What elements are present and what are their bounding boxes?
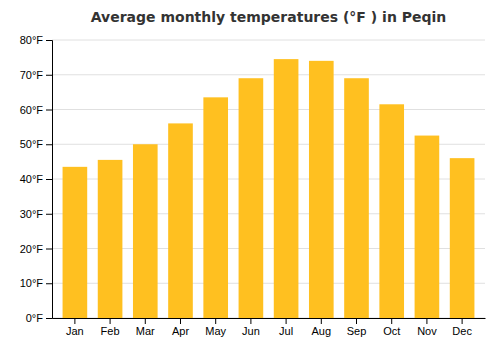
x-tick-label: May: [205, 325, 226, 337]
x-tick: Mar: [136, 318, 155, 337]
y-tick: 60°F: [20, 104, 52, 116]
x-tick-mark: [462, 318, 463, 324]
y-tick-mark: [46, 40, 52, 41]
y-axis-line: [46, 41, 53, 319]
x-tick-label: Feb: [101, 325, 120, 337]
x-axis-line: [53, 318, 486, 319]
y-tick-mark: [46, 214, 52, 215]
bar: [309, 61, 334, 318]
y-tick-mark: [46, 249, 52, 250]
grid-line: [52, 74, 485, 75]
y-tick: 70°F: [20, 69, 52, 81]
x-tick: Jan: [66, 318, 84, 337]
y-tick-mark: [46, 318, 52, 319]
x-tick-label: Apr: [172, 325, 189, 337]
x-tick-label: Oct: [383, 325, 400, 337]
x-tick-mark: [321, 318, 322, 324]
x-tick-mark: [356, 318, 357, 324]
x-tick: Feb: [101, 318, 120, 337]
x-tick: Sep: [347, 318, 367, 337]
y-tick: 40°F: [20, 173, 52, 185]
y-tick-mark: [46, 179, 52, 180]
y-tick-label: 80°F: [20, 34, 44, 46]
x-tick-mark: [250, 318, 251, 324]
y-tick: 30°F: [20, 208, 52, 220]
chart-container: Jan Feb Mar Apr May Jun Jul Aug Sep Oct Nov Dec 0°F 1…: [0, 0, 500, 350]
x-tick-mark: [215, 318, 216, 324]
y-tick-mark: [46, 110, 52, 111]
bar: [274, 59, 299, 318]
y-tick-mark: [46, 283, 52, 284]
grid-line: [52, 40, 485, 41]
x-tick-label: Dec: [452, 325, 472, 337]
bar: [203, 97, 228, 318]
x-tick-mark: [74, 318, 75, 324]
y-tick-label: 40°F: [20, 173, 44, 185]
grid: [52, 40, 485, 318]
x-tick-label: Mar: [136, 325, 155, 337]
bar: [133, 144, 158, 318]
grid-line: [52, 109, 485, 110]
title: Average monthly temperatures (°F ) in Pe…: [91, 9, 447, 25]
y-tick-label: 30°F: [20, 208, 44, 220]
x-tick: Oct: [383, 318, 400, 337]
chart-svg: Jan Feb Mar Apr May Jun Jul Aug Sep Oct Nov Dec 0°F 1…: [0, 0, 500, 350]
y-tick: 20°F: [20, 243, 52, 255]
bar: [379, 104, 404, 318]
bar: [450, 158, 475, 318]
x-tick-label: Jul: [279, 325, 293, 337]
bar: [98, 160, 123, 318]
x-tick: Nov: [417, 318, 437, 337]
x-tick-mark: [110, 318, 111, 324]
x-tick-mark: [426, 318, 427, 324]
y-tick-mark: [46, 144, 52, 145]
y-tick-label: 0°F: [26, 312, 44, 324]
x-tick-label: Sep: [347, 325, 367, 337]
x-tick: Aug: [312, 318, 332, 337]
x-tick: Dec: [452, 318, 472, 337]
y-tick-label: 60°F: [20, 104, 44, 116]
x-tick-label: Nov: [417, 325, 437, 337]
x-tick: Jun: [242, 318, 260, 337]
bar: [344, 78, 369, 318]
y-tick: 10°F: [20, 277, 52, 289]
x-tick: Apr: [172, 318, 189, 337]
bar: [168, 123, 193, 318]
x-tick: May: [205, 318, 226, 337]
x-tick: Jul: [279, 318, 293, 337]
x-tick-label: Aug: [312, 325, 332, 337]
y-tick: 50°F: [20, 138, 52, 150]
plot-area: [63, 59, 475, 318]
x-tick-mark: [145, 318, 146, 324]
x-axis: Jan Feb Mar Apr May Jun Jul Aug Sep Oct Nov Dec: [53, 318, 486, 337]
y-tick: 80°F: [20, 34, 52, 46]
x-tick-label: Jan: [66, 325, 84, 337]
x-tick-label: Jun: [242, 325, 260, 337]
bar: [63, 167, 88, 318]
x-tick-mark: [391, 318, 392, 324]
y-axis: 0°F 10°F 20°F 30°F 40°F 50°F 60°F 70°F 80°F: [20, 34, 53, 324]
y-tick-label: 50°F: [20, 138, 44, 150]
x-tick-mark: [180, 318, 181, 324]
y-tick-mark: [46, 75, 52, 76]
y-tick-label: 10°F: [20, 277, 44, 289]
x-tick-mark: [286, 318, 287, 324]
bar: [415, 136, 440, 318]
y-tick: 0°F: [26, 312, 52, 324]
y-tick-label: 70°F: [20, 69, 44, 81]
y-tick-label: 20°F: [20, 243, 44, 255]
bar: [239, 78, 264, 318]
